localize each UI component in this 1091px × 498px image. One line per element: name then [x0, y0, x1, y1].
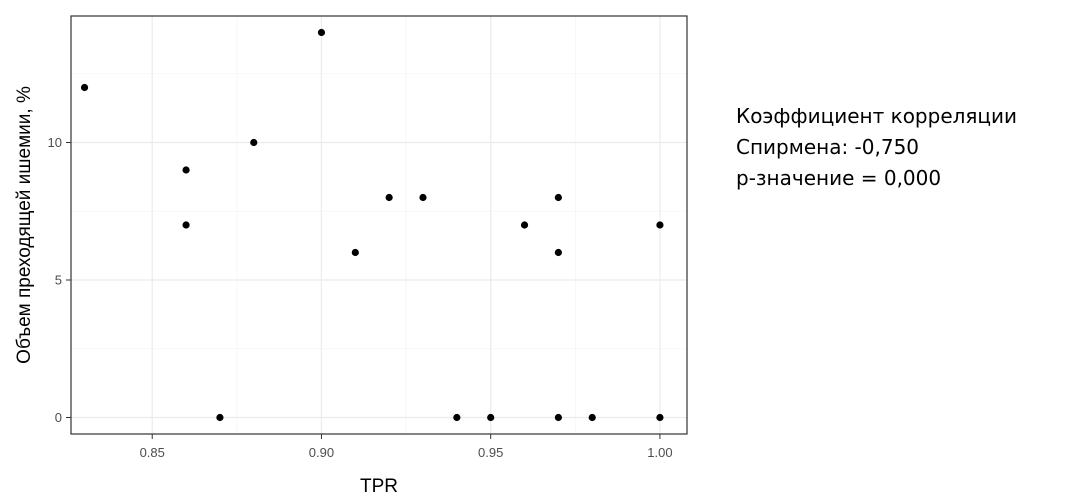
x-tick-label: 0.85	[140, 445, 165, 460]
data-point	[554, 413, 562, 422]
annotation-line-2: Спирмена: -0,750	[736, 135, 920, 159]
data-point	[250, 138, 258, 147]
scatter-chart: 0.85 0.90 0.95 1.00 0 5 10 TPR Объем преходяще…	[14, 15, 688, 497]
data-point	[317, 28, 326, 37]
data-point	[520, 221, 529, 229]
x-axis-title: TPR	[360, 476, 398, 497]
data-point	[182, 166, 190, 174]
data-point	[487, 413, 495, 422]
data-point	[453, 413, 461, 422]
panel-border	[70, 15, 688, 435]
data-point	[385, 193, 393, 202]
x-tick-label: 1.00	[647, 445, 672, 460]
data-point	[216, 413, 224, 422]
annotation-line-3: p-значение = 0,000	[736, 166, 942, 190]
x-tick-label: 0.90	[309, 445, 334, 460]
data-point	[554, 193, 562, 202]
correlation-annotation: Коэффициент корреляции Спирмена: -0,750 …	[736, 101, 1091, 194]
data-points	[80, 28, 664, 422]
x-tick-label: 0.95	[478, 445, 503, 460]
grid-lines	[71, 16, 687, 434]
data-point	[656, 413, 664, 422]
y-tick-label: 5	[55, 273, 62, 288]
axis-ticks: 0.85 0.90 0.95 1.00 0 5 10	[48, 135, 673, 460]
y-tick-label: 0	[55, 410, 62, 425]
data-point	[182, 221, 190, 229]
chart-svg: 0.85 0.90 0.95 1.00 0 5 10 TPR Объем преходяще…	[14, 15, 688, 497]
data-point	[80, 83, 89, 92]
data-point	[588, 413, 596, 422]
data-point	[419, 193, 427, 202]
data-point	[656, 221, 664, 229]
data-point	[351, 248, 359, 257]
y-axis-title: Объем преходящей ишемии, %	[14, 86, 35, 364]
annotation-line-1: Коэффициент корреляции	[736, 104, 1018, 128]
data-point	[554, 248, 562, 257]
y-tick-label: 10	[48, 135, 62, 150]
